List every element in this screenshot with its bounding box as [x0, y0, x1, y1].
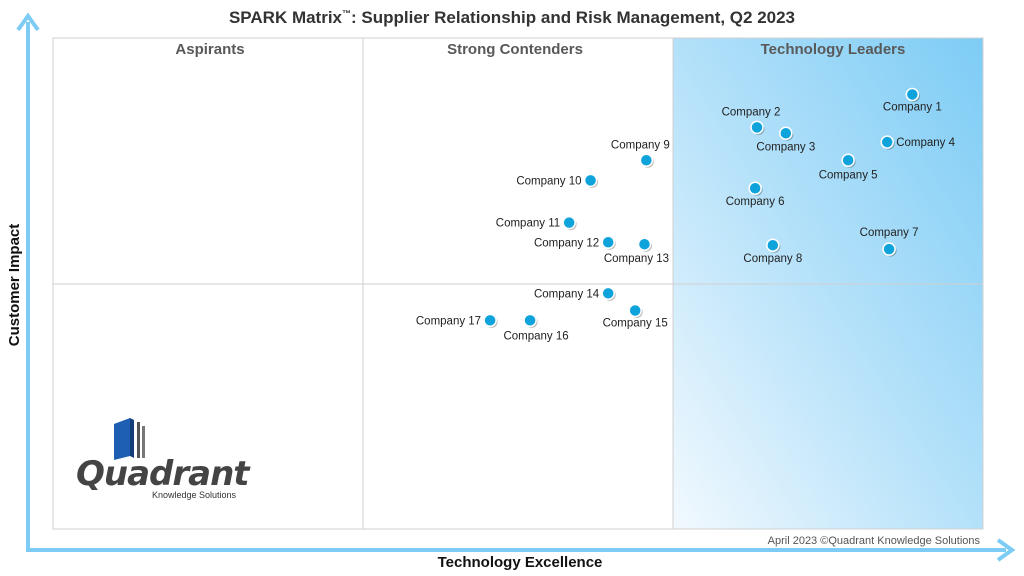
point-company-11	[562, 215, 576, 230]
quadrant-logo: Quadrant Knowledge Solutions	[76, 416, 256, 506]
point-company-4	[880, 135, 894, 149]
point-company-6	[748, 181, 762, 195]
y-axis-arrowhead	[16, 12, 40, 32]
point-company-2	[750, 120, 764, 135]
quadrant-label-leaders: Technology Leaders	[760, 41, 906, 58]
copyright-note: April 2023 ©Quadrant Knowledge Solutions	[767, 535, 980, 547]
point-label-company-10: Company 10	[516, 175, 581, 187]
point-company-5	[841, 153, 855, 168]
point-label-company-13: Company 13	[604, 253, 669, 265]
point-company-17	[483, 313, 497, 328]
point-company-15	[628, 303, 642, 318]
point-company-8	[766, 238, 780, 252]
point-label-company-9: Company 9	[611, 139, 670, 151]
quadrant-label-contenders: Strong Contenders	[447, 41, 583, 58]
point-label-company-8: Company 8	[743, 253, 802, 265]
logo-wordmark: Quadrant	[76, 454, 250, 494]
logo-subtitle: Knowledge Solutions	[152, 490, 237, 500]
data-points: Company 1 Company 2 Company 3 Company 4 Comp…	[416, 87, 956, 342]
point-label-company-7: Company 7	[860, 227, 919, 239]
quadrant-label-aspirants: Aspirants	[175, 41, 245, 58]
point-label-company-14: Company 14	[534, 288, 600, 300]
point-label-company-16: Company 16	[503, 330, 568, 342]
point-company-16	[523, 313, 537, 328]
point-company-14	[601, 286, 615, 301]
point-label-company-17: Company 17	[416, 315, 481, 327]
point-label-company-12: Company 12	[534, 237, 599, 249]
x-axis-label: Technology Excellence	[437, 554, 603, 571]
point-label-company-3: Company 3	[756, 141, 815, 153]
y-axis-label: Customer Impact	[6, 223, 23, 347]
point-label-company-15: Company 15	[603, 318, 668, 330]
book-logo-icon	[114, 418, 145, 460]
point-company-1	[905, 87, 920, 102]
point-company-7	[882, 242, 896, 256]
point-company-3	[779, 126, 793, 141]
point-label-company-2: Company 2	[722, 106, 781, 118]
point-company-13	[637, 237, 652, 251]
point-label-company-5: Company 5	[819, 169, 878, 181]
point-label-company-11: Company 11	[496, 218, 560, 230]
point-label-company-1: Company 1	[883, 101, 942, 113]
point-company-12	[601, 235, 615, 250]
chart-title: SPARK Matrix™: Supplier Relationship and…	[228, 8, 796, 27]
point-label-company-4: Company 4	[896, 137, 955, 149]
point-company-9	[639, 153, 654, 168]
point-company-10	[583, 173, 598, 188]
x-axis-arrowhead	[996, 538, 1016, 562]
point-label-company-6: Company 6	[726, 196, 785, 208]
